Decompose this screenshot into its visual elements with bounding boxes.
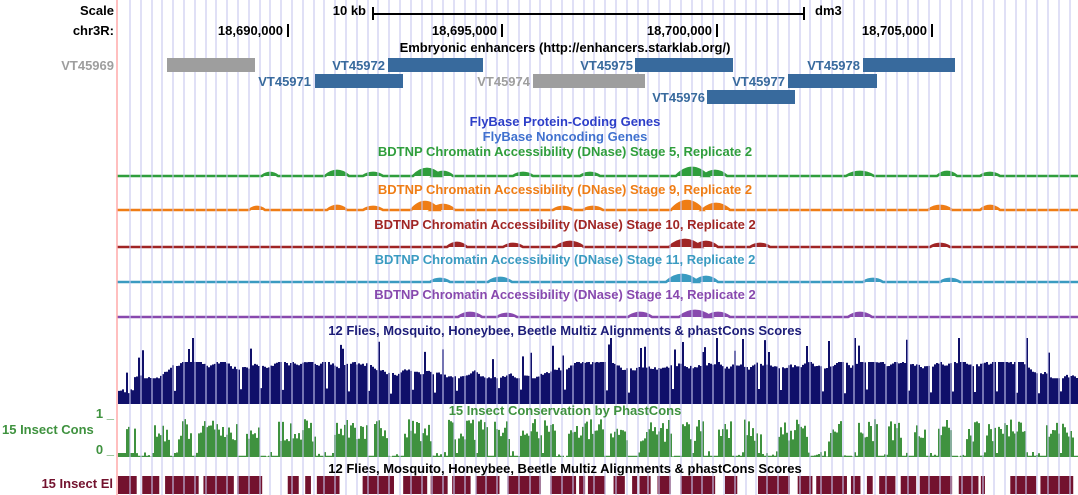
enhancer-feature-VT45976[interactable] <box>707 90 795 104</box>
ruler-tick-label: 18,705,000 <box>861 23 927 38</box>
conserved-element[interactable] <box>362 476 394 494</box>
elements-track-name[interactable]: 15 Insect El <box>41 476 113 491</box>
dnase-signal-stage5[interactable] <box>117 166 1078 178</box>
ruler-tick-mark <box>287 24 289 37</box>
enhancer-feature-label: VT45977 <box>732 74 785 89</box>
conserved-element[interactable] <box>203 476 234 494</box>
enhancer-feature-VT45971[interactable] <box>315 74 403 88</box>
track-title-flybase-protein-coding[interactable]: FlyBase Protein-Coding Genes <box>469 114 661 129</box>
conserved-element[interactable] <box>430 476 448 494</box>
dnase-signal-stage10[interactable] <box>117 238 1078 249</box>
ruler-tick-mark <box>931 24 933 37</box>
enhancer-feature-VT45972[interactable] <box>388 58 483 72</box>
conserved-element[interactable] <box>850 476 861 494</box>
track-title-bdtnp-dnase-stage5[interactable]: BDTNP Chromatin Accessibility (DNase) St… <box>377 144 753 159</box>
scale-bar-left-tick <box>372 7 374 20</box>
cons-axis-max-label: 1 _ <box>95 406 114 421</box>
enhancer-feature-VT45969[interactable] <box>167 58 255 72</box>
scale-bar-line <box>372 13 805 15</box>
track-title-multiz-elements[interactable]: 12 Flies, Mosquito, Honeybee, Beetle Mul… <box>328 461 802 476</box>
conserved-element[interactable] <box>680 476 716 494</box>
cons-axis-min-label: 0 _ <box>95 442 114 457</box>
conserved-element[interactable] <box>305 476 311 494</box>
track-title-bdtnp-dnase-stage14[interactable]: BDTNP Chromatin Accessibility (DNase) St… <box>374 287 756 302</box>
conserved-element[interactable] <box>587 476 606 494</box>
track-title-multiz-alignments[interactable]: 12 Flies, Mosquito, Honeybee, Beetle Mul… <box>328 323 802 338</box>
cons-track-name[interactable]: 15 Insect Cons <box>2 422 94 437</box>
conserved-element[interactable] <box>550 476 577 494</box>
ruler-tick-label: 18,700,000 <box>646 23 712 38</box>
track-title-embryonic-enhancers[interactable]: Embryonic enhancers (http://enhancers.st… <box>399 40 731 55</box>
conserved-element[interactable] <box>316 476 340 494</box>
track-title-insect-conservation[interactable]: 15 Insect Conservation by PhastCons <box>448 403 682 418</box>
conserved-element[interactable] <box>797 476 813 494</box>
conserved-element[interactable] <box>579 476 586 494</box>
dnase-signal-stage14[interactable] <box>117 309 1078 319</box>
assembly-label: dm3 <box>815 3 842 18</box>
track-title-bdtnp-dnase-stage10[interactable]: BDTNP Chromatin Accessibility (DNase) St… <box>374 217 756 232</box>
conserved-element[interactable] <box>403 476 428 494</box>
scale-bar-label: 10 kb <box>332 3 366 18</box>
conserved-elements-track[interactable] <box>118 476 1074 494</box>
conserved-element[interactable] <box>507 476 541 494</box>
conserved-element[interactable] <box>165 476 199 494</box>
scale-bar-right-tick <box>803 7 805 20</box>
multiz-wiggle-track[interactable] <box>118 338 1078 404</box>
conserved-element[interactable] <box>142 476 160 494</box>
conserved-element[interactable] <box>632 476 638 494</box>
dnase-signal-stage11[interactable] <box>117 273 1078 284</box>
enhancer-feature-label: VT45978 <box>807 58 860 73</box>
enhancer-feature-VT45975[interactable] <box>635 58 733 72</box>
enhancer-feature-VT45978[interactable] <box>863 58 955 72</box>
conserved-element[interactable] <box>287 476 299 494</box>
conserved-element[interactable] <box>900 476 917 494</box>
enhancer-feature-label: VT45972 <box>332 58 385 73</box>
track-title-bdtnp-dnase-stage9[interactable]: BDTNP Chromatin Accessibility (DNase) St… <box>377 182 753 197</box>
ruler-tick-label: 18,690,000 <box>217 23 283 38</box>
ruler-tick-label: 18,695,000 <box>431 23 497 38</box>
conserved-element[interactable] <box>1010 476 1037 494</box>
enhancer-feature-VT45977[interactable] <box>788 74 877 88</box>
enhancer-feature-label: VT45975 <box>580 58 633 73</box>
conserved-element[interactable] <box>879 476 896 494</box>
track-title-bdtnp-dnase-stage11[interactable]: BDTNP Chromatin Accessibility (DNase) St… <box>374 252 756 267</box>
conserved-element[interactable] <box>816 476 847 494</box>
conserved-element[interactable] <box>118 476 137 494</box>
conserved-element[interactable] <box>724 476 738 494</box>
conserved-element[interactable] <box>1040 476 1074 494</box>
enhancer-feature-label: VT45974 <box>477 74 530 89</box>
conservation-wiggle-track[interactable] <box>118 419 1078 457</box>
chrom-label: chr3R: <box>72 23 114 38</box>
enhancer-feature-label: VT45969 <box>61 58 114 73</box>
enhancer-feature-label: VT45976 <box>652 90 705 105</box>
conserved-element[interactable] <box>475 476 500 494</box>
conserved-element[interactable] <box>919 476 953 494</box>
conserved-element[interactable] <box>613 476 625 494</box>
conserved-element[interactable] <box>958 476 979 494</box>
conserved-element[interactable] <box>866 476 873 494</box>
conserved-element[interactable] <box>237 476 263 494</box>
scale-row-label: Scale <box>80 3 114 18</box>
track-title-flybase-noncoding[interactable]: FlyBase Noncoding Genes <box>482 129 648 144</box>
conserved-element[interactable] <box>452 476 471 494</box>
ruler-tick-mark <box>501 24 503 37</box>
dnase-signal-stage9[interactable] <box>117 199 1078 212</box>
conserved-element[interactable] <box>980 476 985 494</box>
conserved-element[interactable] <box>639 476 651 494</box>
conserved-element[interactable] <box>757 476 790 494</box>
enhancer-feature-label: VT45971 <box>258 74 311 89</box>
enhancer-feature-VT45974[interactable] <box>533 74 645 88</box>
conserved-element[interactable] <box>657 476 671 494</box>
ruler-tick-mark <box>716 24 718 37</box>
